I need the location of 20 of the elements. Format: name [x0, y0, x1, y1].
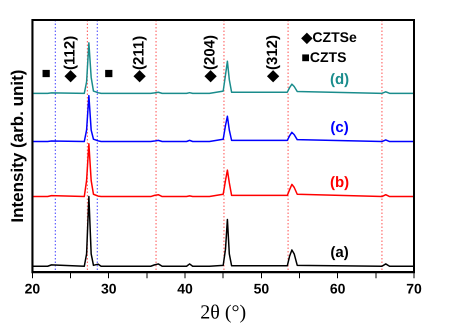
- series-label: (a): [330, 244, 349, 261]
- x-tick-label: 50: [254, 280, 270, 296]
- x-tick-label: 20: [24, 280, 40, 296]
- annotation: ◆(112): [62, 36, 79, 83]
- series-label: (d): [330, 71, 350, 88]
- y-axis-title: Intensity (arb. unit): [8, 70, 27, 223]
- annotation: ■CZTS: [301, 48, 346, 65]
- annotation: ◆(211): [130, 36, 148, 83]
- x-tick-label: 60: [330, 280, 346, 296]
- x-tick-label: 30: [100, 280, 117, 296]
- annotation: ■: [42, 65, 51, 82]
- series-label: (b): [330, 174, 350, 192]
- series-label: (c): [330, 119, 349, 136]
- annotation: ◆CZTSe: [300, 28, 357, 45]
- annotation: ■: [104, 65, 114, 82]
- x-tick-label: 70: [406, 280, 422, 296]
- x-tick-label: 40: [177, 280, 194, 296]
- annotation: ◆(204): [201, 34, 218, 83]
- annotation: ◆(312): [264, 34, 281, 83]
- x-axis-title: 2θ (°): [200, 301, 246, 324]
